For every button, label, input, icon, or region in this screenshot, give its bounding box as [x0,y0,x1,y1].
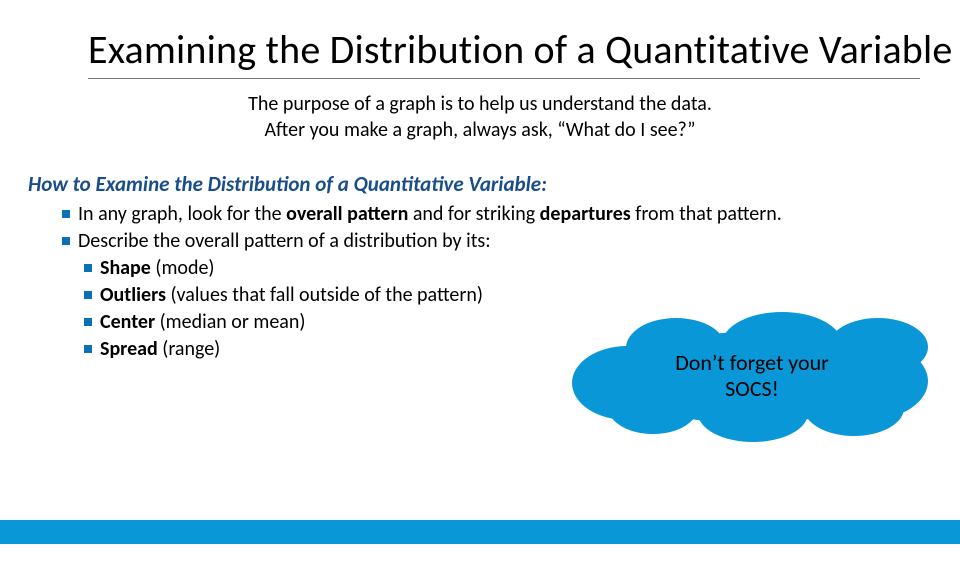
outliers-rest: (values that fall outside of the pattern… [166,283,483,307]
title-underline [88,78,920,79]
cloud-line-1: Don’t forget your [572,350,932,376]
sub-bullet-spread-text: Spread (range) [100,336,220,363]
bullet-1: In any graph, look for the overall patte… [62,201,960,228]
square-bullet-icon [84,291,92,299]
footer-accent-bar [0,520,960,544]
page-title: Examining the Distribution of a Quantita… [88,28,960,72]
howto-heading: How to Examine the Distribution of a Qua… [28,171,960,197]
square-bullet-icon [84,318,92,326]
square-bullet-icon [62,237,70,245]
intro-block: The purpose of a graph is to help us und… [0,91,960,143]
cloud-callout: Don’t forget your SOCS! [572,318,932,436]
sub-bullet-outliers: Outliers (values that fall outside of th… [84,282,960,309]
center-rest: (median or mean) [155,310,305,334]
bullet-1-post: from that pattern. [631,202,782,226]
bullet-1-strong1: overall pattern [286,202,408,226]
center-label: Center [100,310,155,334]
intro-line-1: The purpose of a graph is to help us und… [0,91,960,117]
outliers-label: Outliers [100,283,166,307]
intro-line-2: After you make a graph, always ask, “Wha… [0,117,960,143]
bullet-2-text: Describe the overall pattern of a distri… [78,228,491,255]
sub-bullet-center-text: Center (median or mean) [100,309,305,336]
sub-bullet-shape: Shape (mode) [84,255,960,282]
bullet-1-pre: In any graph, look for the [78,202,286,226]
bullet-1-strong2: departures [540,202,631,226]
bullet-1-text: In any graph, look for the overall patte… [78,201,782,228]
sub-bullet-outliers-text: Outliers (values that fall outside of th… [100,282,483,309]
shape-label: Shape [100,256,151,280]
bullet-1-mid: and for striking [408,202,539,226]
bullet-2: Describe the overall pattern of a distri… [62,228,960,255]
square-bullet-icon [84,264,92,272]
spread-rest: (range) [158,337,221,361]
square-bullet-icon [84,345,92,353]
cloud-text: Don’t forget your SOCS! [572,350,932,403]
spread-label: Spread [100,337,158,361]
cloud-line-2: SOCS! [572,376,932,402]
sub-bullet-shape-text: Shape (mode) [100,255,215,282]
square-bullet-icon [62,210,70,218]
shape-rest: (mode) [151,256,215,280]
